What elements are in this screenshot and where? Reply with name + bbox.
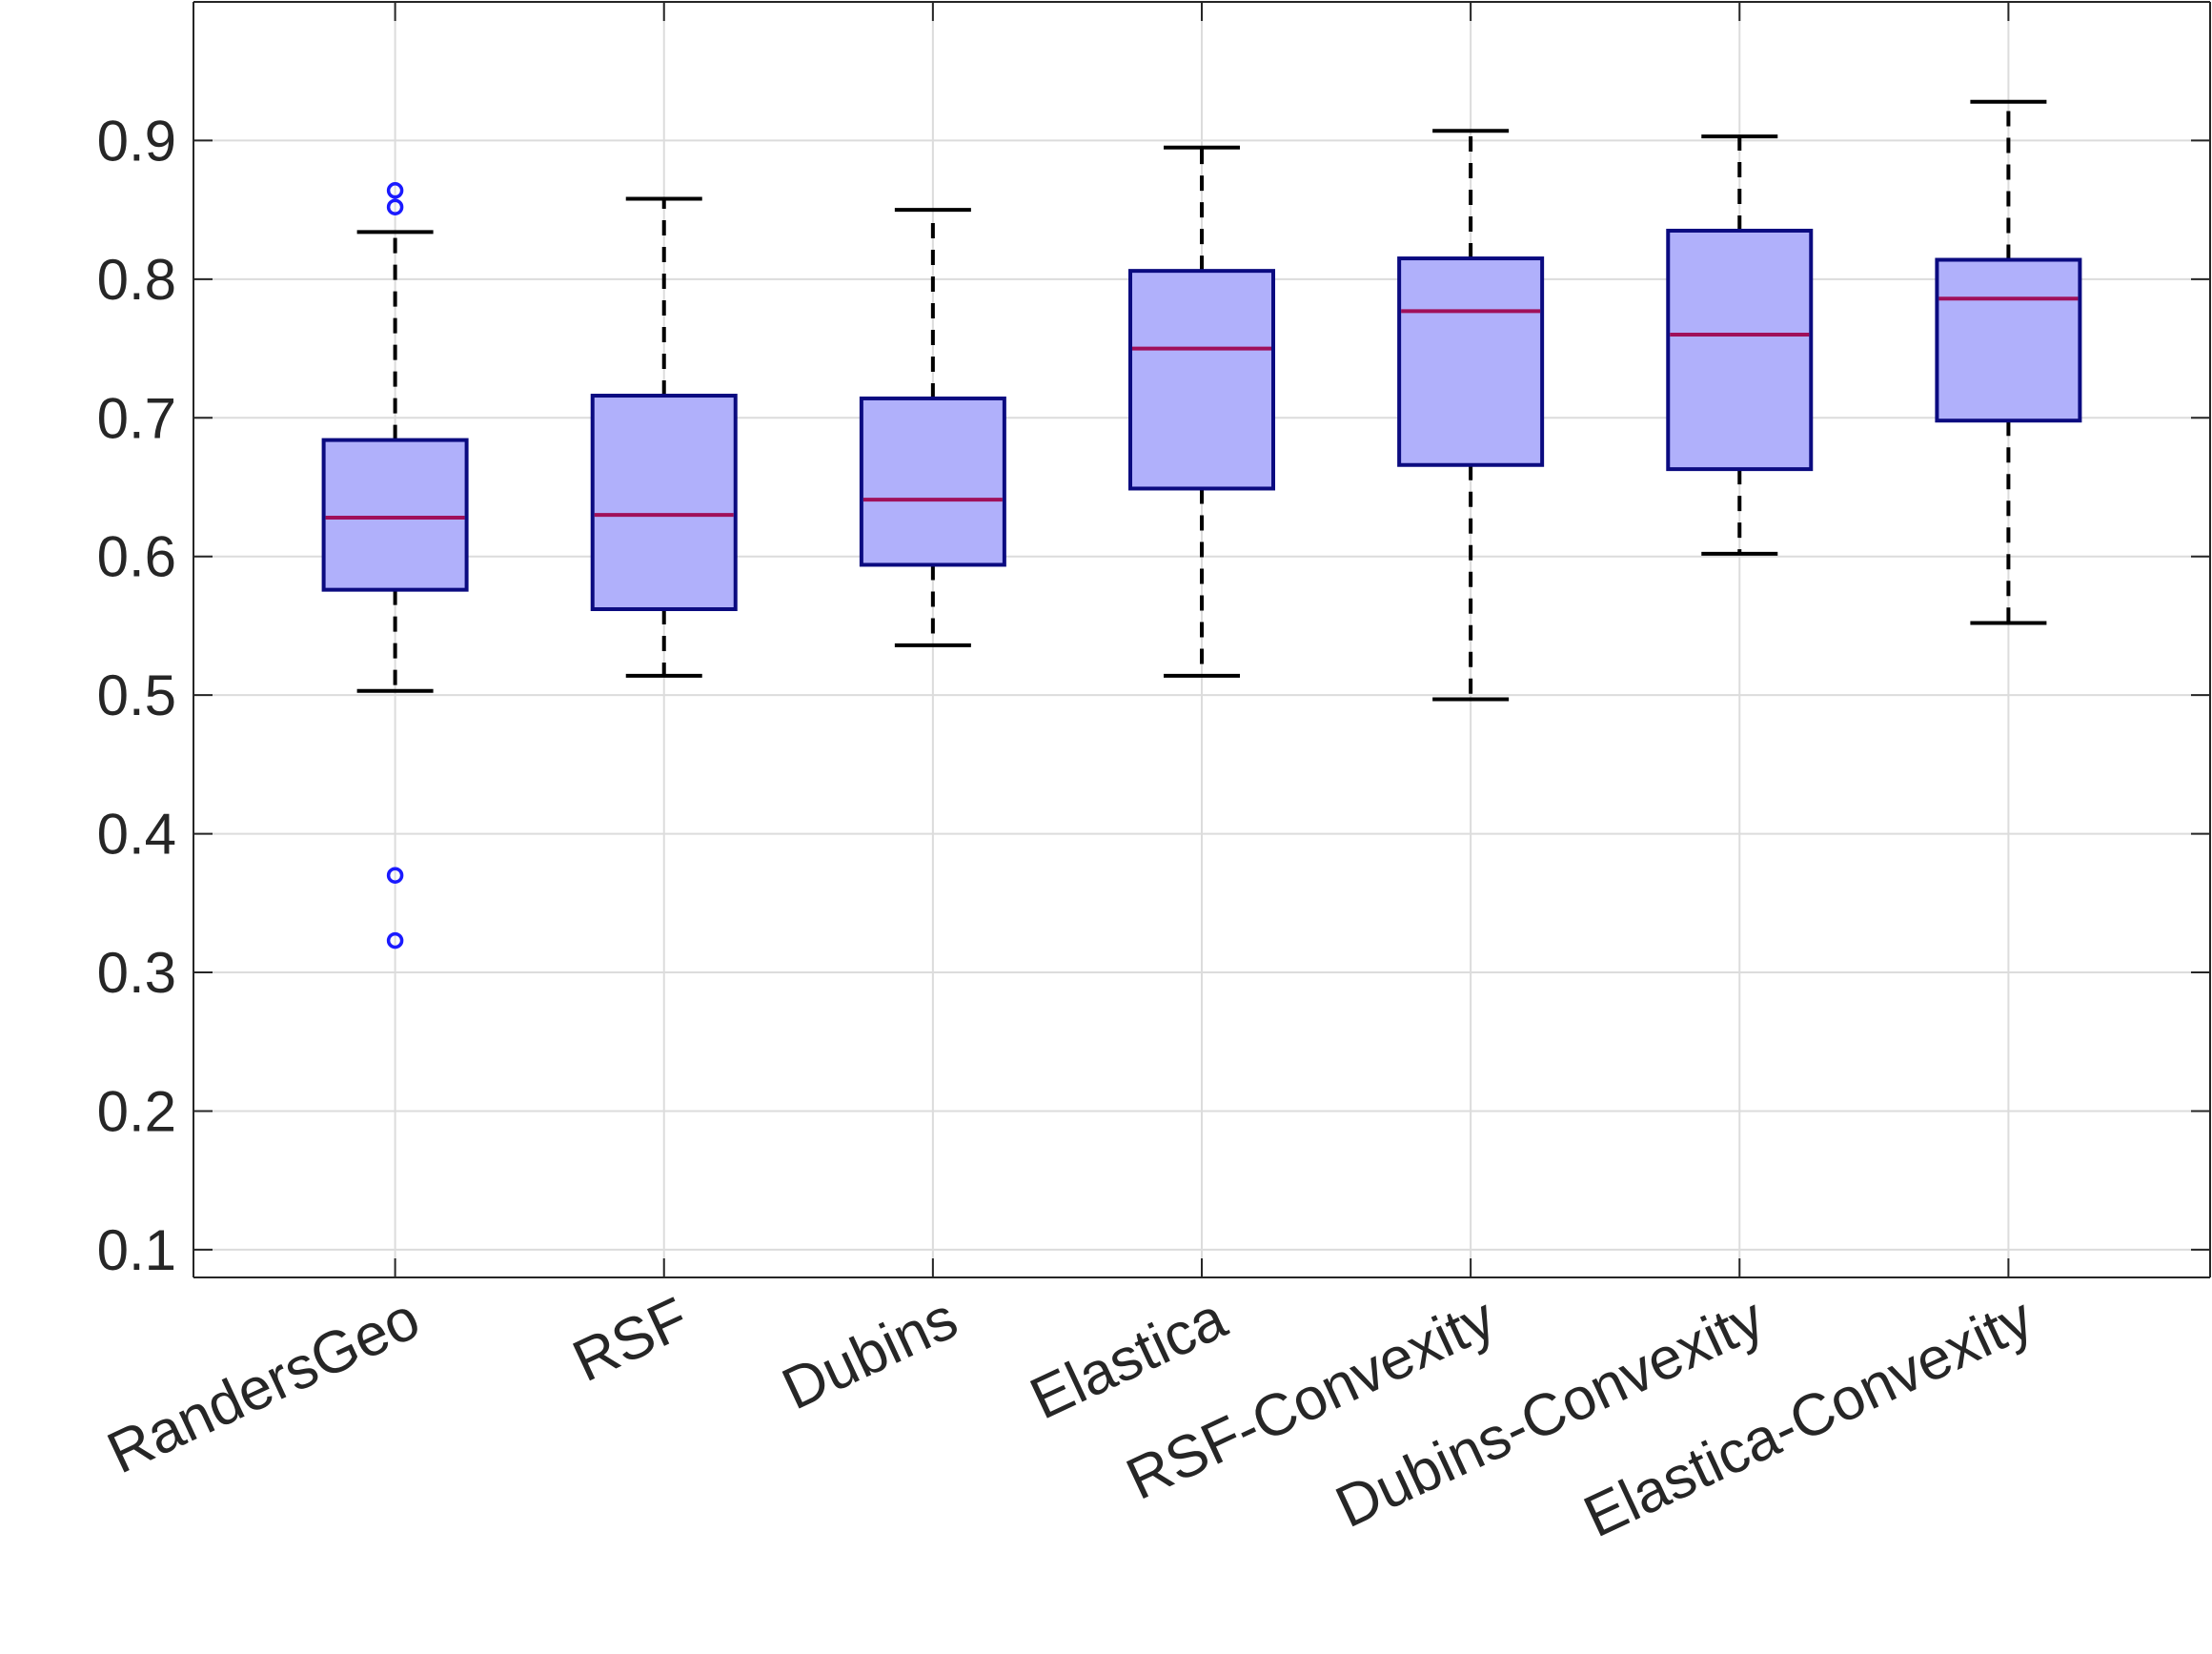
box-group [1128,145,1275,678]
x-tick-label: RSF [563,1285,699,1395]
y-tick-label: 0.1 [97,1218,176,1282]
box [1397,256,1545,467]
box-group [590,196,738,678]
box [321,438,469,592]
y-tick-label: 0.3 [97,941,176,1005]
box-group [321,182,469,950]
y-tick-label: 0.2 [97,1079,176,1143]
x-tick-label: RandersGeo [98,1285,430,1486]
box-group [1666,134,1814,556]
box [859,396,1006,567]
y-tick-label: 0.6 [97,525,176,589]
y-tick-label: 0.7 [97,386,176,450]
outlier-point [386,182,404,199]
box-group [1397,129,1545,702]
y-tick-labels: 0.1 0.2 0.3 0.4 0.5 0.6 0.7 0.8 0.9 [97,109,176,1281]
box-group [859,208,1006,647]
x-tick-label: Elastica-Convexity [1574,1285,2042,1550]
box-series [321,99,2082,950]
outlier-point [386,198,404,215]
x-tick-label: Elastica [1021,1285,1236,1433]
y-tick-label: 0.8 [97,248,176,312]
x-tick-label: Dubins [773,1285,967,1422]
box [590,394,738,612]
box [1935,257,2082,423]
axes [193,1,2211,1278]
box-group [1935,99,2082,625]
x-tick-labels: RandersGeo RSF Dubins ElasticaRSF-Convexity… [98,1285,2043,1550]
box [1666,228,1814,472]
y-tick-label: 0.5 [97,664,176,727]
outlier-point [386,931,404,950]
outlier-point [386,867,404,884]
y-tick-label: 0.4 [97,803,176,867]
y-tick-label: 0.9 [97,109,176,173]
box [1128,269,1275,491]
